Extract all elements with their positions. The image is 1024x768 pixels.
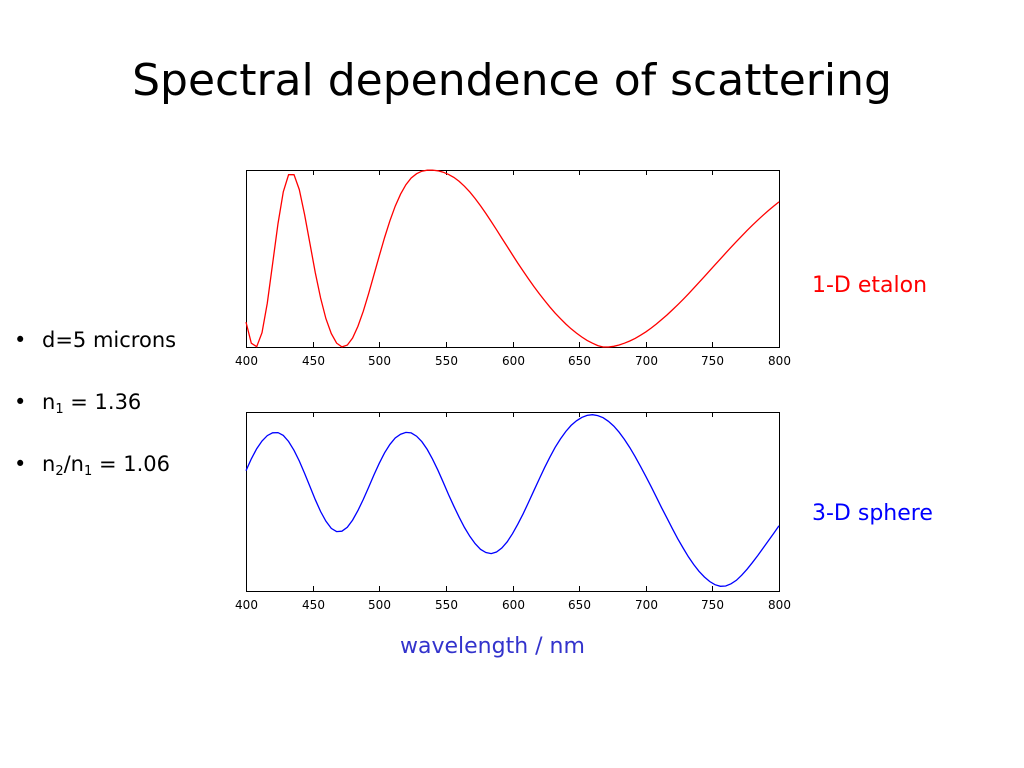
n1-value: = 1.36 xyxy=(63,390,142,414)
sphere-series-line xyxy=(245,414,780,587)
etalon-tick-label-400: 400 xyxy=(235,354,258,368)
slide-title: Spectral dependence of scattering xyxy=(132,55,892,106)
n1-subscript-ratio: 1 xyxy=(83,464,93,479)
n2-subscript: 2 xyxy=(55,464,64,479)
bullet-ratio: • n2/n1 = 1.06 xyxy=(14,450,176,512)
bullet-dot-icon: • xyxy=(14,452,27,476)
bullet-n1: • n1 = 1.36 xyxy=(14,388,176,450)
ratio-separator: /n xyxy=(63,452,84,476)
n2-symbol: n xyxy=(42,452,56,476)
sphere-tick-label-450: 450 xyxy=(302,598,325,612)
bullet-dot-icon: • xyxy=(14,328,27,352)
etalon-series-line xyxy=(245,169,780,348)
ratio-value: = 1.06 xyxy=(92,452,170,476)
etalon-tick-label-500: 500 xyxy=(368,354,391,368)
sphere-plot-frame xyxy=(246,412,780,592)
sphere-tick-label-750: 750 xyxy=(701,598,724,612)
etalon-tick-label-800: 800 xyxy=(768,354,791,368)
x-axis-label: wavelength / nm xyxy=(400,634,585,659)
etalon-label: 1-D etalon xyxy=(812,273,928,298)
sphere-tick-label-700: 700 xyxy=(635,598,658,612)
sphere-tick-label-500: 500 xyxy=(368,598,391,612)
etalon-tick-label-650: 650 xyxy=(568,354,591,368)
sphere-label: 3-D sphere xyxy=(812,501,933,526)
sphere-tick-label-400: 400 xyxy=(235,598,258,612)
parameter-list: • d=5 microns • n1 = 1.36 • n2/n1 = 1.06 xyxy=(14,326,176,512)
etalon-tick-label-600: 600 xyxy=(502,354,525,368)
sphere-tick-label-800: 800 xyxy=(768,598,791,612)
sphere-tick-label-600: 600 xyxy=(502,598,525,612)
bullet-thickness-text: d=5 microns xyxy=(42,328,177,352)
etalon-tick-label-700: 700 xyxy=(635,354,658,368)
etalon-tick-label-550: 550 xyxy=(435,354,458,368)
etalon-tick-label-750: 750 xyxy=(701,354,724,368)
etalon-tick-label-450: 450 xyxy=(302,354,325,368)
n1-symbol: n xyxy=(42,390,56,414)
bullet-thickness: • d=5 microns xyxy=(14,326,176,388)
sphere-tick-label-550: 550 xyxy=(435,598,458,612)
sphere-tick-label-650: 650 xyxy=(568,598,591,612)
bullet-dot-icon: • xyxy=(14,390,27,414)
n1-subscript: 1 xyxy=(55,402,64,417)
